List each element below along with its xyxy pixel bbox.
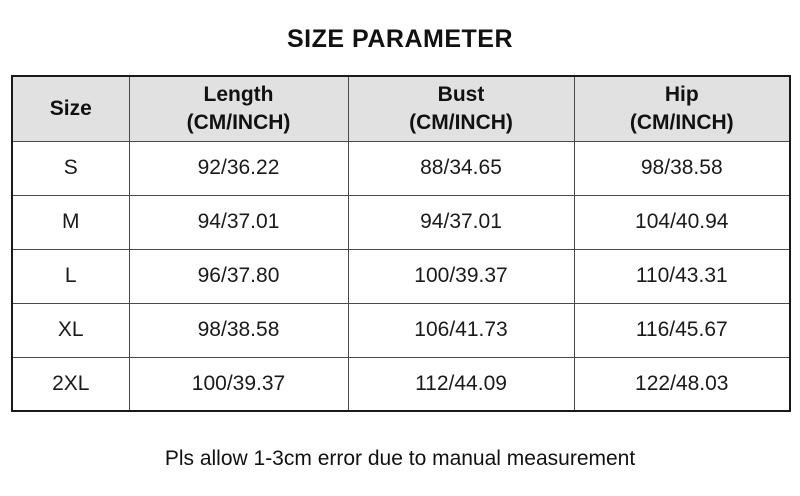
cell-size: S [11, 140, 130, 196]
header-row: Size Length (CM/INCH) Bust (CM/INCH) Hip… [11, 75, 791, 142]
cell-length: 94/37.01 [128, 194, 349, 250]
column-header-hip: Hip (CM/INCH) [573, 75, 791, 142]
header-unit: (CM/INCH) [186, 110, 291, 134]
cell-bust: 112/44.09 [347, 356, 575, 412]
column-header-size: Size [11, 75, 130, 142]
cell-bust: 94/37.01 [347, 194, 575, 250]
cell-bust: 106/41.73 [347, 302, 575, 358]
cell-hip: 110/43.31 [573, 248, 791, 304]
column-header-length: Length (CM/INCH) [128, 75, 349, 142]
cell-hip: 104/40.94 [573, 194, 791, 250]
cell-size: XL [11, 302, 130, 358]
cell-hip: 98/38.58 [573, 140, 791, 196]
footer-note: Pls allow 1-3cm error due to manual meas… [164, 447, 636, 470]
table-row-2xl: 2XL 100/39.37 112/44.09 122/48.03 [11, 356, 791, 412]
header-unit: (CM/INCH) [409, 110, 513, 134]
table-row-xl: XL 98/38.58 106/41.73 116/45.67 [11, 302, 791, 358]
page-title: SIZE PARAMETER [287, 25, 513, 53]
header-label: Bust [437, 83, 485, 107]
cell-length: 98/38.58 [128, 302, 349, 358]
header-label: Hip [664, 83, 699, 107]
header-label: Length [203, 83, 274, 107]
column-header-bust: Bust (CM/INCH) [347, 75, 575, 142]
cell-size: L [11, 248, 130, 304]
table-row-s: S 92/36.22 88/34.65 98/38.58 [11, 140, 791, 196]
size-parameter-table: Size Length (CM/INCH) Bust (CM/INCH) Hip… [11, 75, 791, 412]
header-unit: (CM/INCH) [629, 110, 734, 134]
cell-size: 2XL [11, 356, 130, 412]
cell-length: 92/36.22 [128, 140, 349, 196]
cell-hip: 122/48.03 [573, 356, 791, 412]
table-row-m: M 94/37.01 94/37.01 104/40.94 [11, 194, 791, 250]
cell-bust: 88/34.65 [347, 140, 575, 196]
cell-length: 96/37.80 [128, 248, 349, 304]
cell-length: 100/39.37 [128, 356, 349, 412]
table-row-l: L 96/37.80 100/39.37 110/43.31 [11, 248, 791, 304]
cell-hip: 116/45.67 [573, 302, 791, 358]
header-label: Size [49, 97, 92, 121]
cell-bust: 100/39.37 [347, 248, 575, 304]
cell-size: M [11, 194, 130, 250]
